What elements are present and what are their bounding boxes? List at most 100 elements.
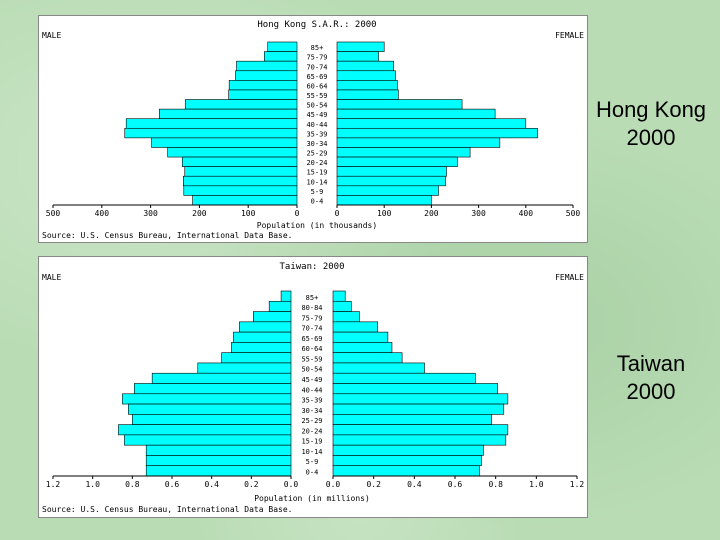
c0-age-label-20-24: 20-24	[306, 159, 327, 167]
c1-female-bar-35-39	[332, 393, 509, 405]
c0-age-label-30-34: 30-34	[306, 140, 327, 148]
c1-male-bar-25-29	[132, 414, 292, 425]
c0-tick-label-11: 500	[566, 209, 581, 218]
c1-age-label-0-4: 0-4	[306, 469, 319, 477]
c0-age-label-5-9: 5-9	[311, 188, 324, 196]
c1-male-bar-20-24	[118, 424, 292, 436]
c0-female-bar-75-79	[336, 51, 379, 62]
c0-male-bar-70-74	[236, 60, 298, 72]
c1-female-bar-75-79	[332, 311, 360, 323]
c0-male-bar-55-59	[228, 89, 298, 100]
c1-age-label-80-84: 80-84	[301, 304, 322, 312]
c1-tick-label-2: 0.8	[125, 480, 140, 489]
c1-chart-title: Taiwan: 2000	[279, 262, 344, 272]
c0-female-bar-85+	[336, 41, 385, 52]
c0-male-bar-40-44	[125, 118, 298, 129]
c0-male-bar-20-24	[182, 156, 298, 167]
c1-female-bar-50-54	[332, 362, 425, 374]
c1-tick-label-13: 1.2	[570, 480, 585, 489]
c0-female-bar-45-49	[336, 108, 496, 120]
c0-age-label-65-69: 65-69	[306, 73, 327, 81]
c0-male-bar-60-64	[228, 80, 298, 91]
c1-female-bar-85+	[332, 290, 346, 302]
c1-age-label-20-24: 20-24	[301, 427, 322, 435]
c0-female-bar-55-59	[336, 89, 399, 100]
c0-tick-label-4: 100	[241, 209, 256, 218]
c1-female-bar-55-59	[332, 352, 403, 364]
c1-tick-label-5: 0.2	[244, 480, 259, 489]
c0-tick-label-10: 400	[519, 209, 534, 218]
c0-age-label-60-64: 60-64	[306, 82, 327, 90]
hong-kong-slide-label: Hong Kong 2000	[586, 96, 716, 152]
c1-age-label-55-59: 55-59	[301, 355, 322, 363]
c1-male-bar-85+	[280, 290, 292, 302]
c1-tick-label-3: 0.6	[165, 480, 180, 489]
c1-female-bar-45-49	[332, 372, 476, 384]
c1-male-bar-45-49	[151, 372, 292, 384]
c1-female-bar-10-14	[332, 444, 484, 456]
c1-male-bar-65-69	[233, 331, 292, 343]
hong-kong-pyramid-chart: Hong Kong S.A.R.: 2000 MALE FEMALE 85+ 75-79…	[38, 15, 588, 243]
c0-female-bar-30-34	[336, 137, 501, 148]
taiwan-slide-label: Taiwan 2000	[586, 350, 716, 406]
c1-male-bar-55-59	[221, 352, 292, 364]
c0-age-label-25-29: 25-29	[306, 150, 327, 158]
c1-female-bar-30-34	[332, 403, 505, 415]
c0-chart-title: Hong Kong S.A.R.: 2000	[257, 20, 376, 30]
c0-female-label: FEMALE	[555, 31, 584, 40]
c0-tick-label-0: 500	[46, 209, 61, 218]
c1-male-bar-60-64	[231, 342, 292, 353]
c1-age-label-70-74: 70-74	[301, 325, 322, 333]
c1-tick-label-4: 0.4	[204, 480, 219, 489]
c1-male-bar-5-9	[145, 455, 292, 467]
c0-female-bar-20-24	[336, 156, 458, 167]
c0-male-bar-5-9	[183, 185, 298, 196]
hong-kong-pyramid-svg: Hong Kong S.A.R.: 2000 MALE FEMALE 85+ 75-79…	[42, 20, 584, 240]
taiwan-label-line2: 2000	[626, 379, 676, 404]
taiwan-label-line1: Taiwan	[616, 351, 686, 376]
c1-age-label-60-64: 60-64	[301, 345, 322, 353]
c0-male-bar-65-69	[235, 70, 298, 81]
c0-male-bar-0-4	[192, 195, 298, 206]
c0-female-bar-40-44	[336, 118, 527, 129]
c1-age-label-5-9: 5-9	[306, 458, 319, 466]
c1-female-bar-70-74	[332, 321, 379, 333]
c1-tick-label-10: 0.6	[448, 480, 463, 489]
c0-age-label-15-19: 15-19	[306, 169, 327, 177]
c0-age-label-35-39: 35-39	[306, 130, 327, 138]
c1-male-label: MALE	[42, 273, 61, 282]
c0-age-label-10-14: 10-14	[306, 178, 327, 186]
c1-male-bar-10-14	[145, 444, 292, 456]
c1-male-bar-80-84	[268, 300, 292, 312]
c0-male-bar-75-79	[264, 51, 298, 62]
c1-male-bar-0-4	[145, 465, 292, 477]
hong-kong-label-line2: 2000	[626, 125, 676, 150]
c0-male-bar-10-14	[182, 175, 298, 187]
c1-tick-label-6: 0.0	[284, 480, 299, 489]
c0-female-bar-70-74	[336, 60, 394, 72]
c0-male-bar-35-39	[124, 127, 298, 139]
c0-tick-label-8: 200	[424, 209, 439, 218]
c1-male-bar-50-54	[197, 362, 292, 374]
c0-tick-label-9: 300	[471, 209, 486, 218]
c0-female-bar-15-19	[336, 166, 447, 177]
c0-male-label: MALE	[42, 31, 61, 40]
c0-age-label-0-4: 0-4	[311, 198, 324, 206]
c0-male-bar-15-19	[184, 166, 298, 177]
c0-tick-label-6: 0	[335, 209, 340, 218]
c1-x-axis-label: Population (in millions)	[254, 494, 370, 503]
c1-female-bar-20-24	[332, 424, 509, 436]
c1-source-note: Source: U.S. Census Bureau, Internationa…	[42, 505, 292, 514]
c1-male-bar-75-79	[253, 311, 292, 323]
c1-male-bar-40-44	[134, 383, 292, 395]
c0-female-bar-35-39	[336, 127, 538, 139]
c0-female-bar-10-14	[336, 175, 446, 187]
c1-female-bar-65-69	[332, 331, 389, 343]
c0-age-label-45-49: 45-49	[306, 111, 327, 119]
taiwan-pyramid-chart: Taiwan: 2000 MALE FEMALE 85+ 80-84 75-79 70-74…	[38, 256, 588, 518]
c1-tick-label-7: 0.0	[326, 480, 341, 489]
c1-age-label-35-39: 35-39	[301, 397, 322, 405]
taiwan-pyramid-svg: Taiwan: 2000 MALE FEMALE 85+ 80-84 75-79 70-74…	[42, 262, 585, 514]
c1-age-label-30-34: 30-34	[301, 407, 322, 415]
c0-female-bar-0-4	[336, 195, 432, 206]
